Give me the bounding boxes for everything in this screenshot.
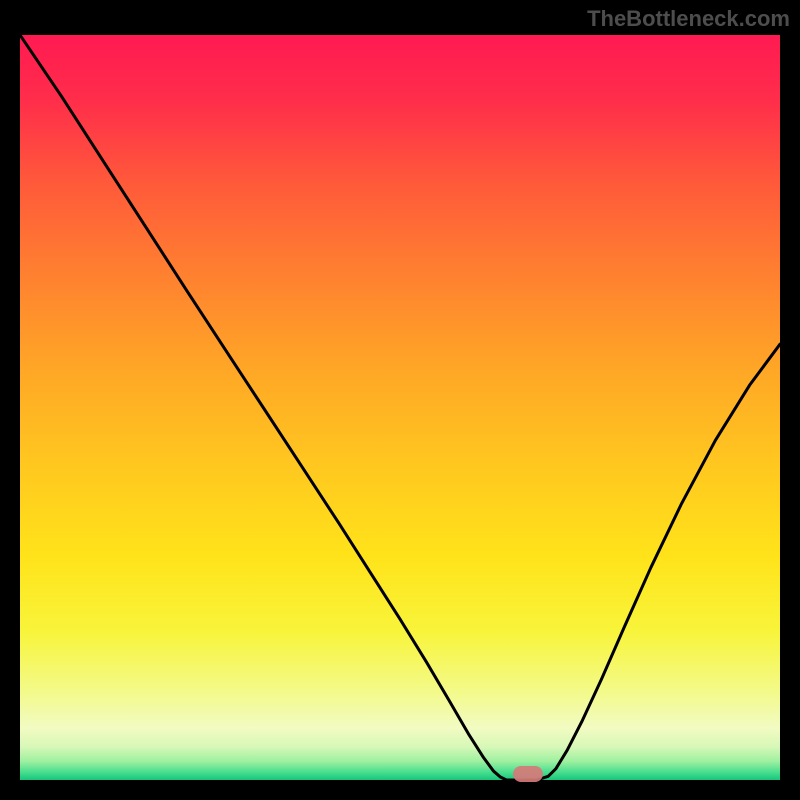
bottleneck-curve-layer xyxy=(20,35,780,780)
bottleneck-curve xyxy=(20,35,780,780)
minimum-marker xyxy=(513,766,543,782)
watermark-text: TheBottleneck.com xyxy=(587,6,790,32)
